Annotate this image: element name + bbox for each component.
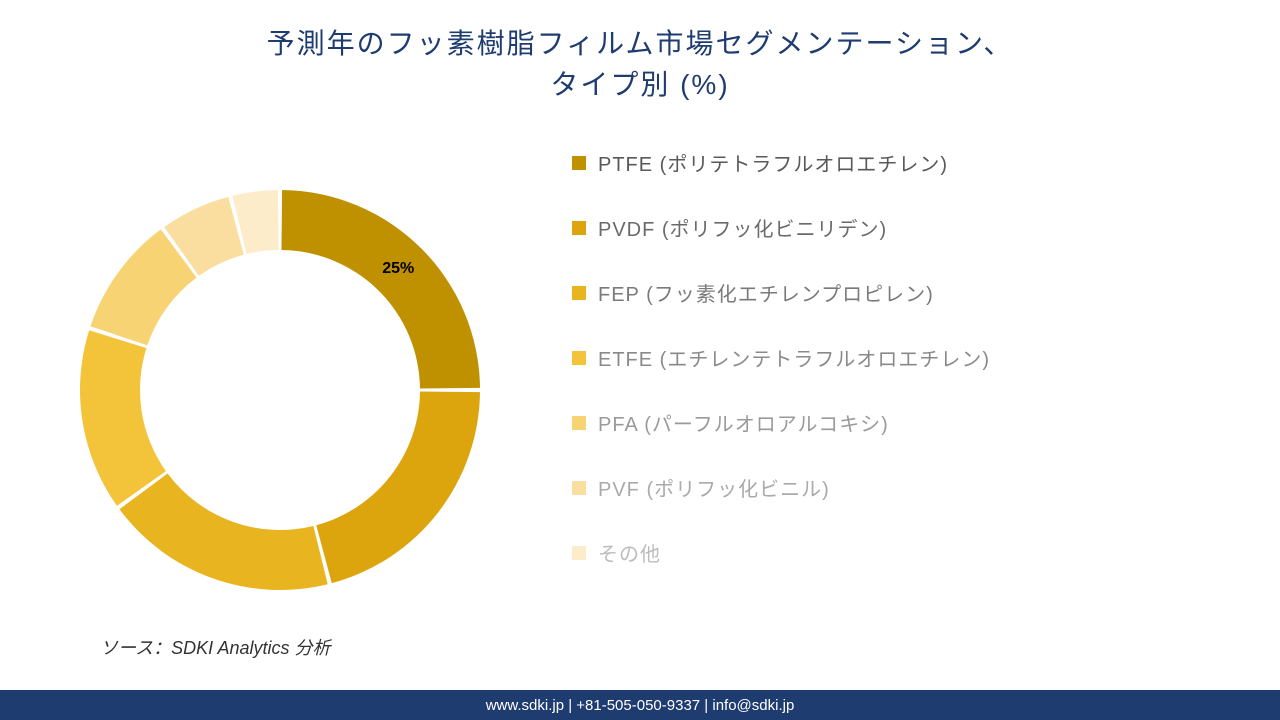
- title-line2: タイプ別 (%): [550, 69, 729, 100]
- legend-label: ETFE (エチレンテトラフルオロエチレン): [598, 343, 990, 372]
- footer-bar: www.sdki.jp | +81-505-050-9337 | info@sd…: [0, 690, 1280, 720]
- source-prefix: ソース：: [100, 638, 171, 658]
- legend-swatch: [572, 286, 586, 300]
- legend: PTFE (ポリテトラフルオロエチレン) PVDF (ポリフッ化ビニリデン) FEP…: [560, 140, 1280, 640]
- legend-item: その他: [572, 538, 1280, 567]
- legend-swatch: [572, 221, 586, 235]
- legend-swatch: [572, 156, 586, 170]
- legend-label: PVDF (ポリフッ化ビニリデン): [598, 213, 887, 242]
- legend-item: FEP (フッ素化エチレンプロピレン): [572, 278, 1280, 307]
- title-line1: 予測年のフッ素樹脂フィルム市場セグメンテーション、: [267, 28, 1014, 59]
- legend-swatch: [572, 351, 586, 365]
- legend-item: ETFE (エチレンテトラフルオロエチレン): [572, 343, 1280, 372]
- source-attribution: ソース：SDKI Analytics 分析: [100, 634, 330, 660]
- legend-label: その他: [598, 538, 661, 567]
- legend-label: PVF (ポリフッ化ビニル): [598, 473, 830, 502]
- legend-label: FEP (フッ素化エチレンプロピレン): [598, 278, 934, 307]
- legend-label: PFA (パーフルオロアルコキシ): [598, 408, 889, 437]
- legend-swatch: [572, 546, 586, 560]
- footer-text: www.sdki.jp | +81-505-050-9337 | info@sd…: [486, 697, 795, 714]
- donut-slice: [281, 190, 480, 389]
- legend-item: PFA (パーフルオロアルコキシ): [572, 408, 1280, 437]
- donut-slice: [316, 391, 480, 583]
- slice-value-label: 25%: [382, 260, 414, 278]
- donut-slice: [119, 473, 327, 590]
- legend-item: PVDF (ポリフッ化ビニリデン): [572, 213, 1280, 242]
- legend-item: PTFE (ポリテトラフルオロエチレン): [572, 148, 1280, 177]
- legend-label: PTFE (ポリテトラフルオロエチレン): [598, 148, 948, 177]
- chart-title: 予測年のフッ素樹脂フィルム市場セグメンテーション、 タイプ別 (%): [0, 0, 1280, 105]
- legend-swatch: [572, 416, 586, 430]
- donut-chart: 25%: [70, 180, 490, 600]
- source-text: SDKI Analytics 分析: [171, 638, 330, 658]
- donut-slice: [80, 330, 166, 506]
- legend-item: PVF (ポリフッ化ビニル): [572, 473, 1280, 502]
- chart-area: 25%: [0, 140, 560, 640]
- content-area: 25% PTFE (ポリテトラフルオロエチレン) PVDF (ポリフッ化ビニリデン…: [0, 140, 1280, 640]
- legend-swatch: [572, 481, 586, 495]
